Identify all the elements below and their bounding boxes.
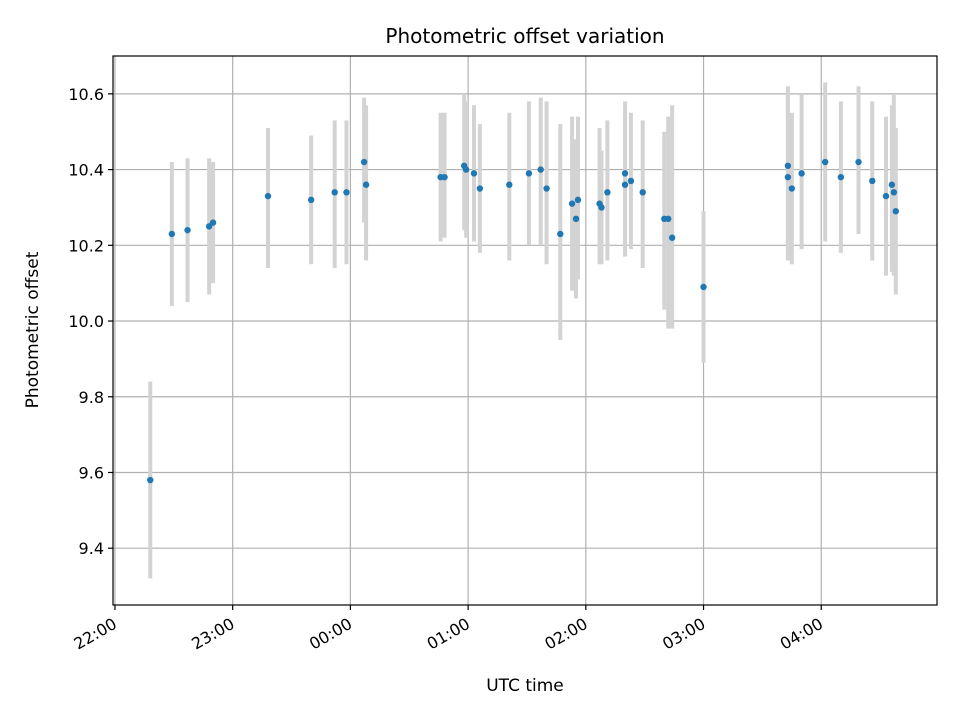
data-point (343, 189, 350, 196)
data-point (506, 181, 513, 188)
data-point (572, 215, 580, 223)
data-point (476, 185, 484, 192)
data-point (784, 173, 792, 181)
data-point (462, 166, 470, 173)
data-point (837, 173, 845, 181)
data-point (209, 219, 217, 226)
chart-title: Photometric offset variation (385, 24, 664, 48)
data-point (788, 185, 796, 192)
x-axis-label: UTC time (486, 676, 564, 696)
data-point (470, 170, 478, 177)
data-point (441, 173, 448, 181)
y-tick-label: 10.6 (68, 85, 104, 104)
data-point (264, 192, 272, 200)
plot-frame (112, 55, 938, 606)
data-point (855, 158, 862, 166)
y-tick-label: 9.4 (79, 539, 104, 558)
data-point (168, 230, 176, 238)
data-point (888, 181, 896, 188)
data-point (700, 283, 707, 291)
data-point (184, 226, 191, 234)
data-point (627, 177, 635, 185)
y-tick-label: 10.2 (68, 236, 104, 255)
data-point (784, 162, 792, 169)
data-point (668, 234, 676, 241)
data-point (598, 204, 605, 211)
y-tick-label: 10.4 (68, 161, 104, 180)
data-point (360, 158, 368, 166)
data-point (869, 177, 876, 185)
data-point (604, 189, 611, 196)
data-point (639, 189, 646, 196)
data-point (892, 208, 899, 215)
data-point (362, 181, 370, 188)
y-axis-label: Photometric offset (23, 251, 43, 408)
data-points (147, 158, 899, 484)
data-point (147, 476, 154, 484)
data-point (821, 158, 829, 166)
data-point (574, 196, 582, 204)
data-point (543, 185, 550, 192)
y-tick-label: 9.6 (79, 463, 104, 482)
data-point (537, 166, 544, 173)
data-point (557, 230, 564, 238)
data-point (890, 189, 898, 196)
y-axis-ticks: 9.4 9.6 9.8 10.0 10.2 10.4 10.6 (68, 85, 113, 558)
data-point (568, 200, 576, 207)
data-point (525, 170, 533, 177)
y-tick-label: 9.8 (79, 388, 104, 407)
data-point (882, 192, 890, 200)
data-point (665, 215, 672, 223)
data-point (621, 181, 629, 188)
y-tick-label: 10.0 (68, 312, 104, 331)
data-point (798, 170, 805, 177)
data-point (331, 189, 338, 196)
data-point (621, 170, 629, 177)
data-point (307, 196, 315, 204)
